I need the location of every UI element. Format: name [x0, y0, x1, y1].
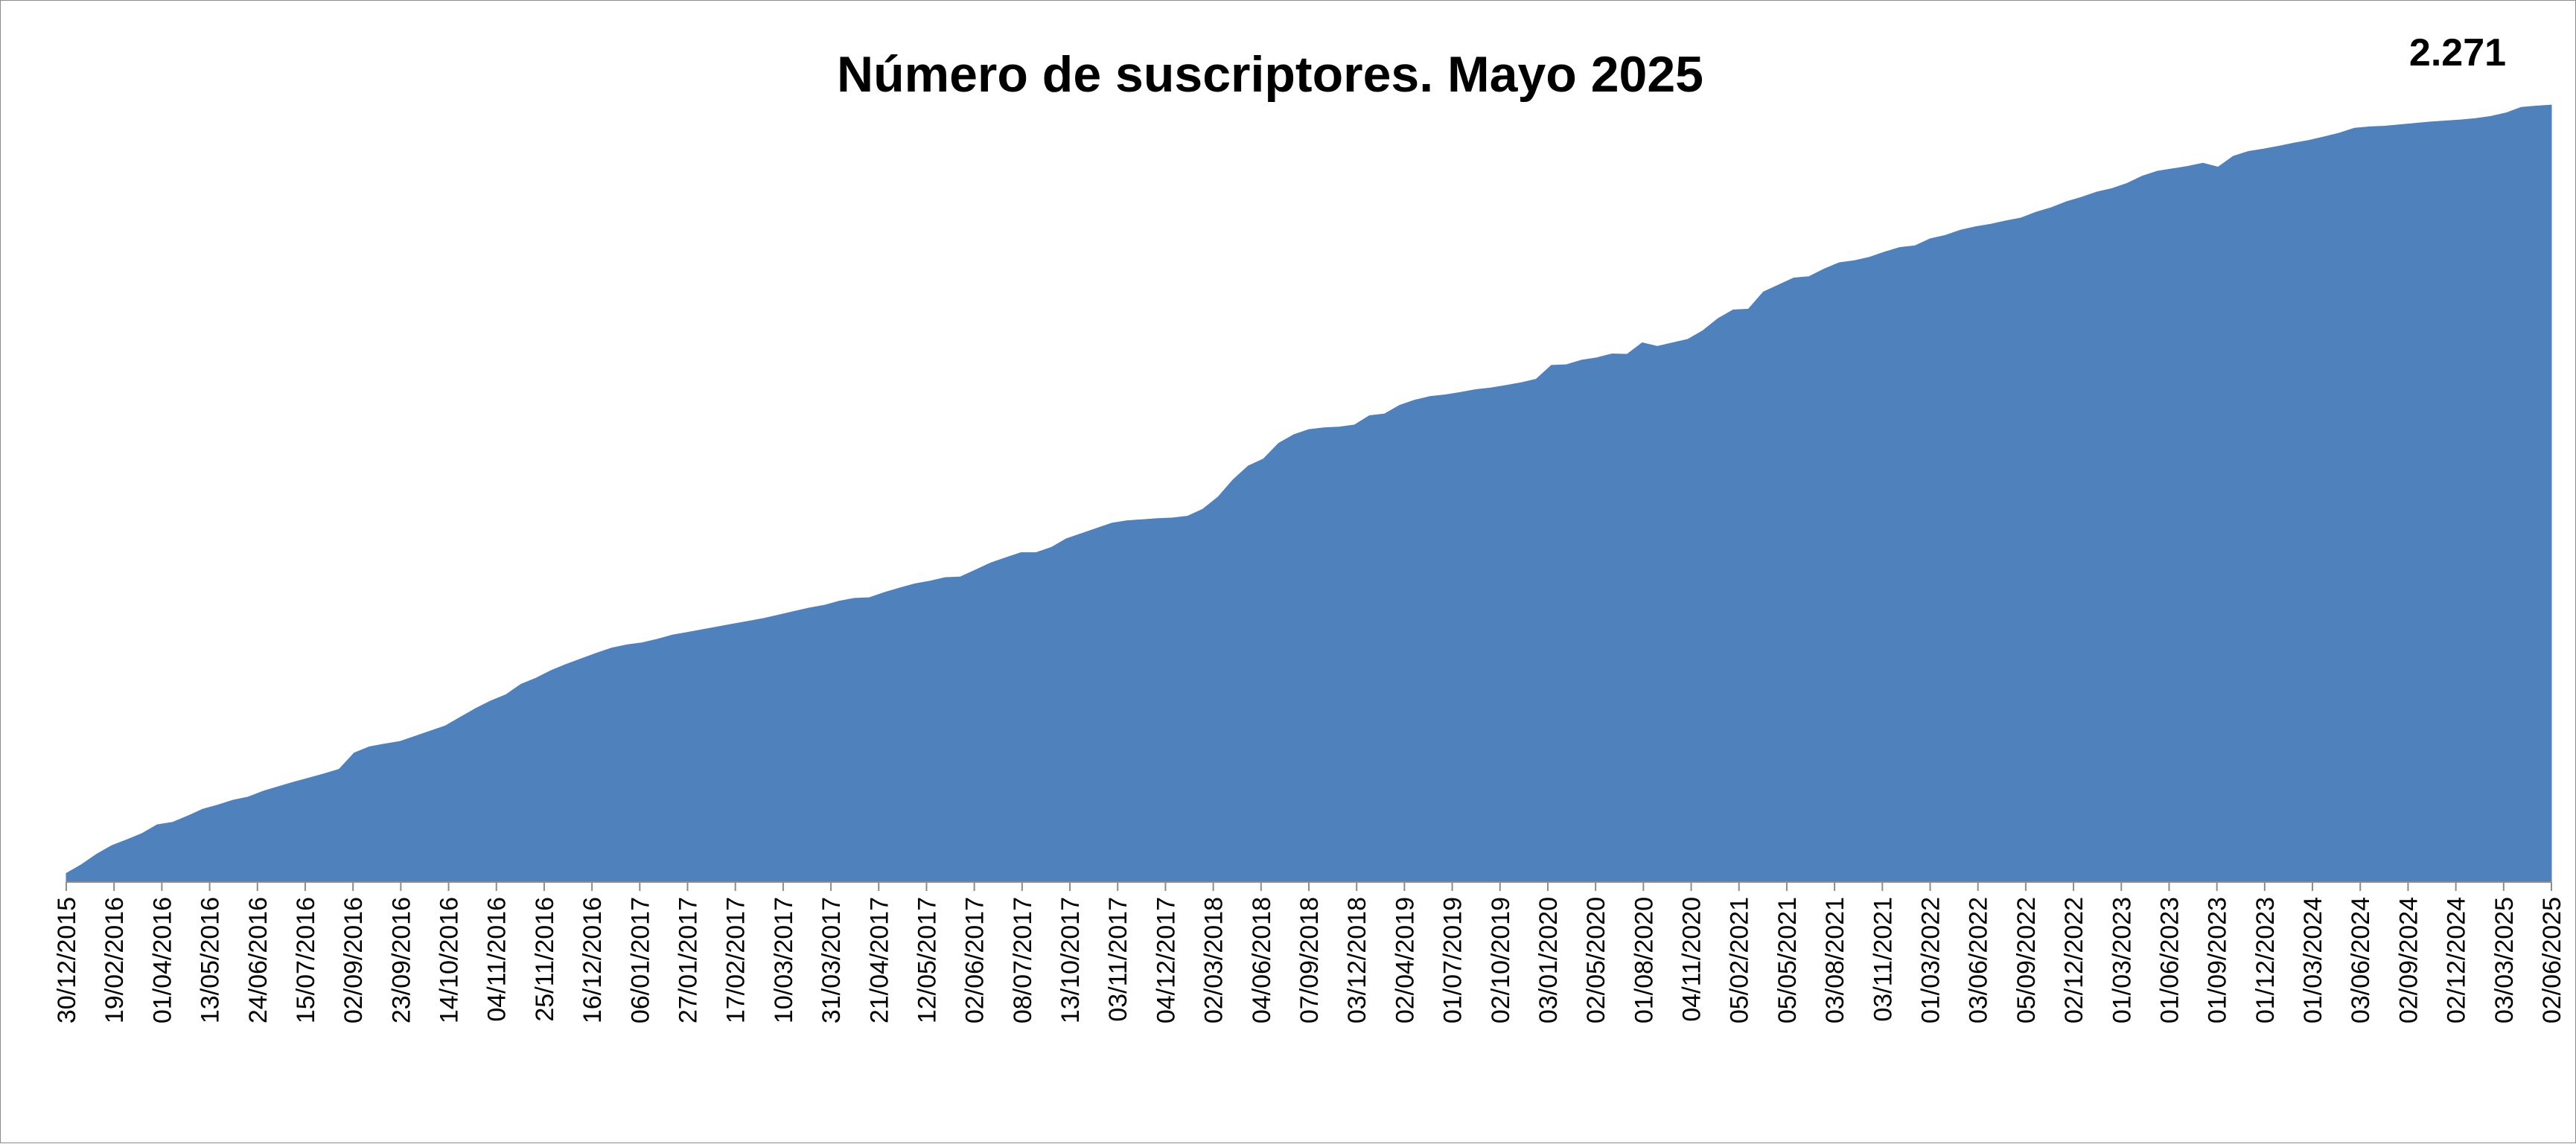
- x-tick-label: 05/09/2022: [2012, 897, 2041, 1023]
- x-tick-label: 03/08/2021: [1821, 897, 1849, 1023]
- x-tick-label: 02/06/2017: [961, 897, 989, 1023]
- x-tick-label: 02/10/2019: [1487, 897, 1515, 1023]
- x-tick-label: 02/05/2020: [1582, 897, 1610, 1023]
- x-tick-label: 01/03/2022: [1917, 897, 1945, 1023]
- x-tick-label: 03/11/2017: [1104, 897, 1132, 1022]
- x-tick-label: 08/07/2017: [1009, 897, 1037, 1023]
- x-tick-label: 19/02/2016: [101, 897, 129, 1023]
- x-tick-label: 02/06/2025: [2538, 897, 2566, 1023]
- x-tick-label: 13/05/2016: [197, 897, 225, 1023]
- x-tick-label: 12/05/2017: [913, 897, 941, 1023]
- x-tick-label: 01/06/2023: [2155, 897, 2184, 1023]
- x-axis-tick-labels: 30/12/2015 19/02/2016 01/04/2016 13/05/2016…: [53, 897, 2566, 1023]
- x-tick-label: 02/09/2024: [2394, 897, 2423, 1023]
- x-tick-label: 24/06/2016: [244, 897, 272, 1023]
- x-tick-label: 13/10/2017: [1056, 897, 1085, 1023]
- x-tick-label: 14/10/2016: [436, 897, 464, 1023]
- x-tick-label: 01/03/2024: [2299, 897, 2327, 1023]
- x-tick-label: 02/09/2016: [339, 897, 368, 1023]
- x-tick-label: 03/03/2025: [2490, 897, 2519, 1023]
- x-tick-label: 04/11/2020: [1678, 897, 1706, 1022]
- x-tick-label: 15/07/2016: [292, 897, 320, 1023]
- x-tick-label: 03/01/2020: [1534, 897, 1563, 1023]
- x-tick-label: 05/02/2021: [1726, 897, 1754, 1023]
- x-tick-label: 27/01/2017: [675, 897, 703, 1023]
- x-axis-ticks: [66, 882, 2552, 891]
- x-tick-label: 01/03/2023: [2108, 897, 2136, 1023]
- x-tick-label: 30/12/2015: [53, 897, 81, 1023]
- x-tick-label: 06/01/2017: [626, 897, 654, 1023]
- x-tick-label: 01/12/2023: [2251, 897, 2280, 1023]
- x-tick-label: 10/03/2017: [770, 897, 798, 1023]
- area-series-subscribers: [66, 104, 2552, 883]
- x-tick-label: 02/04/2019: [1391, 897, 1419, 1023]
- x-tick-label: 02/12/2024: [2443, 897, 2471, 1023]
- x-tick-label: 21/04/2017: [865, 897, 893, 1023]
- x-tick-label: 25/11/2016: [531, 897, 559, 1022]
- x-tick-label: 02/03/2018: [1200, 897, 1228, 1023]
- chart-title: Número de suscriptores. Mayo 2025: [836, 46, 1703, 103]
- x-tick-label: 03/12/2018: [1343, 897, 1371, 1023]
- x-tick-label: 17/02/2017: [722, 897, 750, 1023]
- x-tick-label: 31/03/2017: [817, 897, 846, 1023]
- x-tick-label: 01/09/2023: [2204, 897, 2232, 1023]
- last-value-data-label: 2.271: [2408, 31, 2507, 74]
- x-tick-label: 04/06/2018: [1248, 897, 1276, 1023]
- x-tick-label: 05/05/2021: [1773, 897, 1802, 1023]
- x-tick-label: 03/06/2022: [1965, 897, 1993, 1023]
- x-tick-label: 01/08/2020: [1630, 897, 1658, 1023]
- x-tick-label: 04/12/2017: [1152, 897, 1180, 1023]
- x-tick-label: 04/11/2016: [483, 897, 511, 1022]
- x-tick-label: 01/07/2019: [1439, 897, 1467, 1023]
- x-tick-label: 07/09/2018: [1295, 897, 1324, 1023]
- x-tick-label: 01/04/2016: [148, 897, 176, 1023]
- x-tick-label: 03/11/2021: [1869, 897, 1897, 1022]
- x-tick-label: 02/12/2022: [2060, 897, 2088, 1023]
- x-tick-label: 23/09/2016: [387, 897, 415, 1023]
- x-tick-label: 03/06/2024: [2347, 897, 2375, 1023]
- x-tick-label: 16/12/2016: [578, 897, 607, 1023]
